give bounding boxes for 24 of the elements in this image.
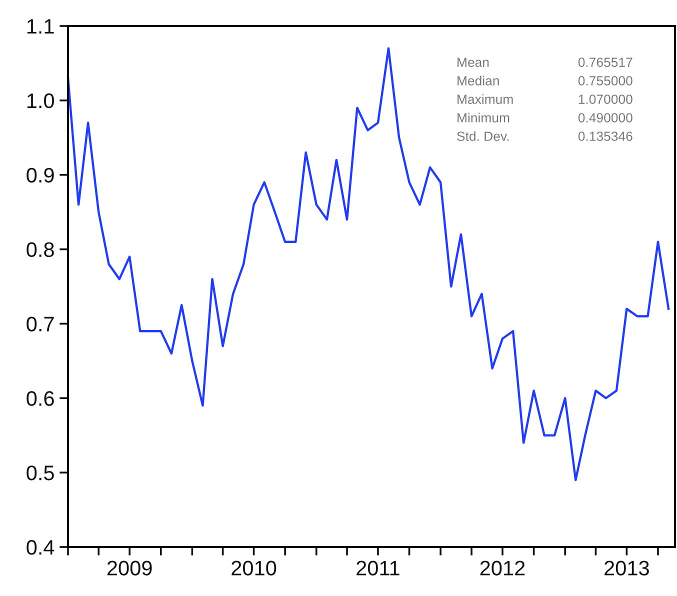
annotation: Minimum — [458, 112, 510, 122]
annotation: 0.135346 — [578, 132, 632, 141]
x-tick-label: 2009 — [107, 560, 152, 576]
y-tick-label: 0.4 — [26, 540, 54, 555]
x-tick-label: 2013 — [604, 560, 649, 576]
annotation: Maximum — [458, 94, 513, 104]
y-tick-label: 0.8 — [26, 242, 54, 258]
annotation: 0.490000 — [578, 113, 632, 122]
y-tick-label: 0.7 — [26, 316, 54, 332]
x-tick-label: 2012 — [480, 560, 525, 576]
x-tick-label: 2010 — [232, 560, 276, 576]
annotation: Median — [458, 76, 499, 86]
annotation: 0.765517 — [578, 58, 632, 67]
y-tick-label: 1.1 — [27, 19, 54, 34]
y-tick-label: 0.5 — [26, 466, 54, 480]
annotation: Std. Dev. — [457, 131, 509, 141]
line-series — [68, 47, 670, 482]
annotation: Mean — [458, 58, 489, 67]
y-tick-label: 1.0 — [27, 93, 54, 108]
x-tick-label: 2011 — [356, 560, 400, 576]
y-tick-label: 0.6 — [26, 391, 54, 406]
y-tick-label: 0.9 — [26, 168, 54, 183]
annotation: 0.755000 — [578, 76, 632, 86]
annotation: 1.070000 — [578, 94, 632, 104]
